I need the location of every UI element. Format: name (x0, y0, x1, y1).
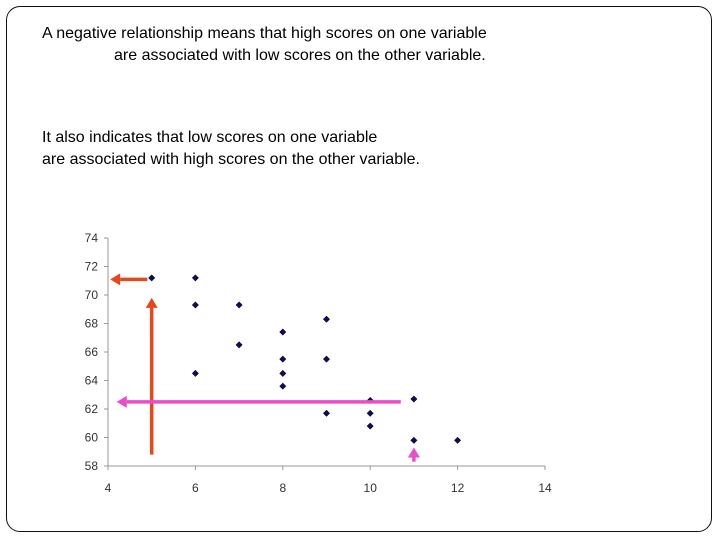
data-point (279, 355, 287, 363)
data-point (279, 369, 287, 377)
annotation-arrowhead-pink (407, 447, 420, 458)
y-tick-label: 70 (85, 288, 99, 302)
paragraph-1-line-2: are associated with low scores on the ot… (114, 47, 486, 64)
y-tick-label: 60 (85, 431, 99, 445)
y-tick-label: 62 (85, 402, 99, 416)
data-point (454, 436, 462, 444)
paragraph-2-line-1: It also indicates that low scores on one… (42, 129, 378, 146)
paragraph-1-line-1: A negative relationship means that high … (42, 25, 487, 42)
data-point (235, 341, 243, 349)
x-tick-label: 14 (538, 481, 552, 495)
y-tick-label: 66 (85, 345, 99, 359)
data-point (322, 355, 331, 363)
annotation-arrowhead-orange (110, 273, 121, 286)
x-tick-label: 6 (192, 481, 199, 495)
y-tick-label: 72 (85, 260, 99, 274)
data-point (410, 436, 418, 444)
data-point (235, 301, 243, 309)
y-tick-label: 68 (85, 317, 99, 331)
data-point (322, 315, 331, 323)
slide-frame (6, 6, 712, 532)
x-tick-label: 12 (451, 481, 465, 495)
data-point (191, 301, 199, 309)
data-point (279, 328, 287, 336)
annotation-arrowhead-pink (116, 395, 127, 408)
y-tick-label: 64 (85, 374, 99, 388)
x-tick-label: 10 (364, 481, 378, 495)
data-point (410, 395, 418, 403)
y-tick-label: 58 (85, 459, 99, 473)
paragraph-2-line-2: are associated with high scores on the o… (42, 151, 420, 168)
data-point (322, 409, 331, 417)
x-tick-label: 8 (279, 481, 286, 495)
y-tick-label: 74 (85, 231, 99, 245)
data-point (191, 274, 199, 282)
data-point (366, 422, 374, 430)
annotation-arrowhead-orange (145, 297, 158, 308)
x-tick-label: 4 (105, 481, 112, 495)
data-point (279, 382, 287, 390)
data-point (148, 274, 156, 282)
data-point (191, 369, 199, 377)
data-point (366, 409, 374, 417)
